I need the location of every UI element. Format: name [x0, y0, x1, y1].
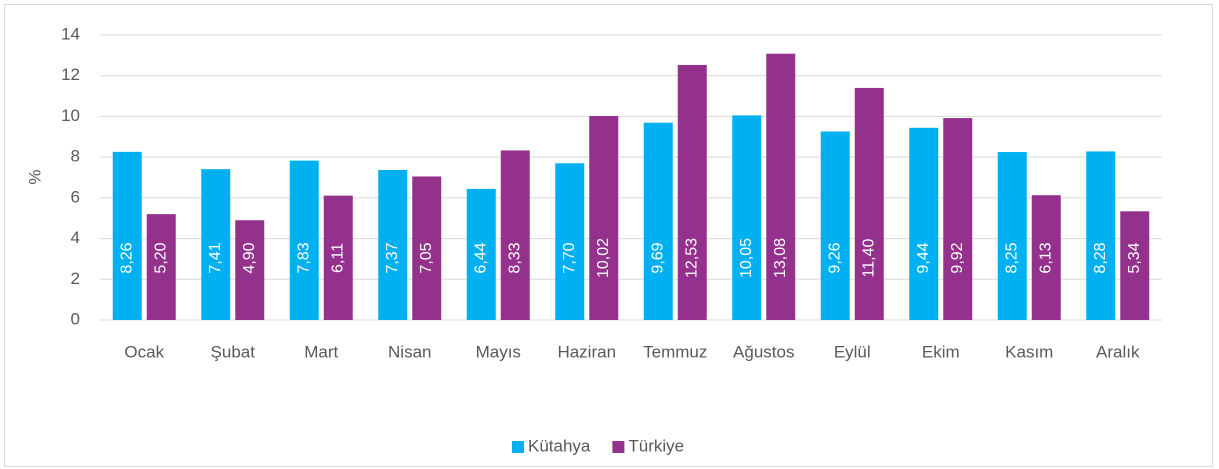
bar — [589, 116, 619, 321]
bar — [289, 160, 319, 320]
legend-label: Kütahya — [528, 436, 591, 455]
value-label: 10,05 — [738, 238, 755, 278]
legend-swatch — [512, 441, 524, 453]
x-tick-label: Temmuz — [643, 342, 707, 361]
value-label: 9,26 — [826, 242, 843, 273]
y-tick-label: 6 — [71, 187, 80, 206]
value-label: 5,34 — [1126, 242, 1143, 273]
y-tick-label: 14 — [61, 24, 80, 43]
bar — [766, 53, 796, 320]
x-tick-label: Şubat — [211, 342, 256, 361]
bar — [412, 176, 442, 320]
value-label: 7,70 — [561, 242, 578, 273]
bar — [943, 118, 973, 320]
y-tick-label: 4 — [71, 228, 80, 247]
y-axis-label: % — [25, 169, 44, 184]
value-label: 6,11 — [329, 243, 346, 273]
bar — [677, 64, 707, 320]
x-tick-label: Kasım — [1005, 342, 1053, 361]
bar — [820, 131, 850, 320]
bar — [555, 163, 585, 320]
bar — [732, 115, 762, 321]
value-label: 7,37 — [384, 242, 401, 273]
value-label: 7,41 — [207, 242, 224, 273]
bar — [112, 151, 142, 320]
bar — [997, 152, 1027, 320]
value-label: 7,83 — [295, 242, 312, 273]
value-label: 8,33 — [506, 242, 523, 273]
y-tick-label: 8 — [71, 147, 80, 166]
x-tick-label: Nisan — [388, 342, 431, 361]
value-label: 9,69 — [649, 242, 666, 273]
value-label: 7,05 — [418, 242, 435, 273]
value-label: 12,53 — [683, 238, 700, 278]
bar — [1086, 151, 1116, 320]
y-tick-label: 0 — [71, 309, 80, 328]
value-label: 10,02 — [595, 238, 612, 278]
bar — [235, 220, 265, 320]
bar — [201, 169, 231, 320]
value-label: 9,44 — [915, 242, 932, 273]
x-tick-label: Haziran — [557, 342, 616, 361]
bar — [323, 195, 353, 320]
bar — [1120, 211, 1150, 320]
bar — [854, 87, 884, 320]
value-label: 8,25 — [1003, 242, 1020, 273]
bar — [146, 214, 176, 320]
value-label: 8,28 — [1092, 242, 1109, 273]
legend-swatch — [612, 441, 625, 453]
y-tick-label: 2 — [71, 269, 80, 288]
y-tick-label: 10 — [61, 106, 80, 125]
y-tick-label: 12 — [61, 65, 80, 84]
x-tick-label: Ocak — [124, 342, 164, 361]
x-tick-label: Ağustos — [733, 342, 794, 361]
bar — [643, 122, 673, 320]
value-label: 13,08 — [772, 238, 789, 278]
bar — [378, 169, 408, 320]
bar — [909, 127, 939, 320]
x-tick-label: Ekim — [922, 342, 960, 361]
value-label: 9,92 — [949, 242, 966, 273]
x-tick-label: Eylül — [834, 342, 871, 361]
bar — [466, 188, 496, 320]
legend-label: Türkiye — [628, 436, 684, 455]
value-label: 8,26 — [118, 242, 135, 273]
value-label: 11,40 — [860, 238, 877, 277]
x-tick-label: Mart — [304, 342, 338, 361]
bar — [500, 150, 530, 320]
value-label: 4,90 — [241, 242, 258, 273]
x-tick-label: Aralık — [1096, 342, 1140, 361]
bar — [1031, 195, 1061, 320]
x-tick-label: Mayıs — [476, 342, 521, 361]
value-label: 6,44 — [472, 242, 489, 273]
value-label: 5,20 — [152, 242, 169, 273]
value-label: 6,13 — [1037, 242, 1054, 273]
